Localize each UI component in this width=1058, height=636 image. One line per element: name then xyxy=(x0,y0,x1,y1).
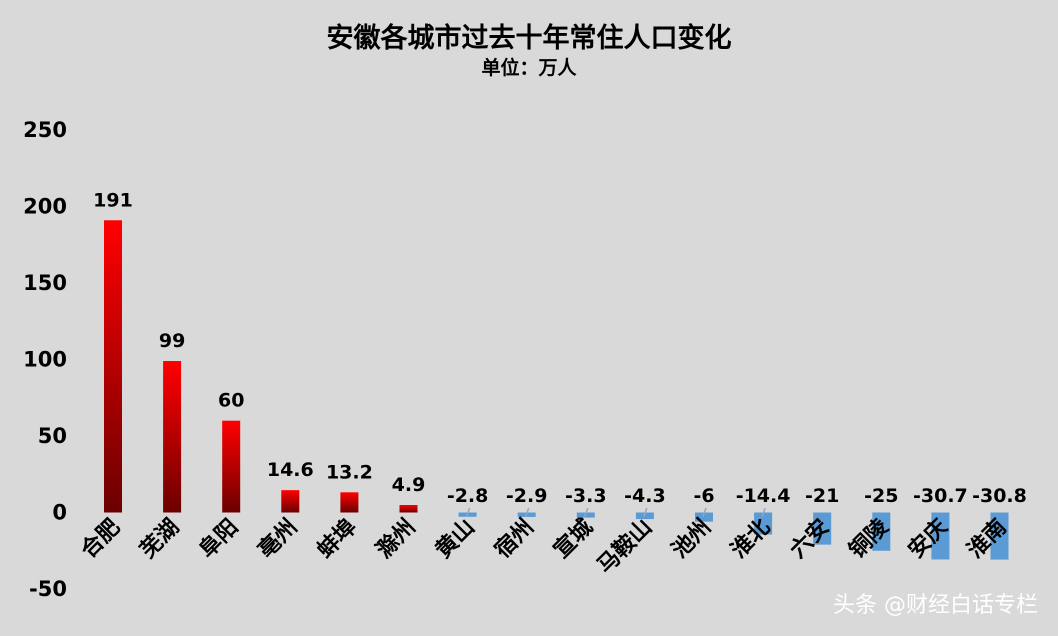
data-label: 13.2 xyxy=(326,461,373,483)
data-label: -14.4 xyxy=(736,485,791,507)
leader-lines xyxy=(465,507,766,517)
bar xyxy=(222,420,241,513)
bar xyxy=(813,512,832,545)
data-label: -21 xyxy=(805,485,839,507)
x-category-label: 芜湖 xyxy=(136,515,185,564)
leader-line xyxy=(465,507,471,517)
x-category-label: 宣城 xyxy=(549,514,599,564)
data-label: -2.8 xyxy=(447,485,489,507)
y-tick-label: -50 xyxy=(29,577,67,601)
y-tick-label: 200 xyxy=(23,195,67,219)
x-category-label: 阜阳 xyxy=(194,514,244,564)
bar xyxy=(931,512,950,560)
data-label: 99 xyxy=(159,330,185,352)
x-category-label: 合肥 xyxy=(76,514,126,564)
data-label: -30.7 xyxy=(913,485,968,507)
data-label: 191 xyxy=(93,189,133,211)
leader-line xyxy=(584,507,589,517)
chart-subtitle: 单位：万人 xyxy=(481,56,577,79)
x-category-label: 滁州 xyxy=(371,514,421,564)
leader-line xyxy=(702,507,707,517)
data-label: 14.6 xyxy=(267,459,314,481)
x-category-label: 蚌埠 xyxy=(312,514,362,564)
bar xyxy=(399,505,418,513)
bar xyxy=(990,512,1009,560)
data-label: -4.3 xyxy=(624,485,666,507)
leader-line xyxy=(761,507,766,517)
x-category-label: 马鞍山 xyxy=(592,514,657,579)
data-label: -30.8 xyxy=(972,485,1027,507)
y-tick-label: 0 xyxy=(52,501,67,525)
leader-line xyxy=(643,507,648,517)
x-category-label: 宿州 xyxy=(489,514,539,564)
x-category-label: 亳州 xyxy=(253,514,303,564)
bar xyxy=(754,512,773,535)
data-label: 4.9 xyxy=(392,474,426,496)
y-tick-label: 50 xyxy=(38,424,67,448)
y-tick-label: 150 xyxy=(23,271,67,295)
bar xyxy=(695,512,713,522)
leader-line xyxy=(524,507,530,517)
data-label: -3.3 xyxy=(565,485,607,507)
bar xyxy=(872,512,891,551)
data-labels: 191 99 60 14.6 13.2 4.9 -2.8 -2.9 -3.3 -4.3 -6 -14.… xyxy=(93,189,1027,507)
y-tick-label: 250 xyxy=(23,118,67,142)
bar xyxy=(281,490,300,513)
bar xyxy=(104,220,122,513)
chart-title: 安徽各城市过去十年常住人口变化 xyxy=(327,22,732,54)
bar xyxy=(340,492,359,513)
y-axis-ticks: 250 200 150 100 50 0 -50 xyxy=(23,118,67,601)
data-label: -6 xyxy=(693,485,714,507)
x-category-label: 池州 xyxy=(667,515,716,564)
data-label: -2.9 xyxy=(506,485,548,507)
x-category-label: 黄山 xyxy=(431,515,480,564)
y-tick-label: 100 xyxy=(23,348,67,372)
bar xyxy=(163,361,182,513)
bar-group xyxy=(104,220,1009,560)
data-label: 60 xyxy=(218,390,244,412)
watermark-text: 头条 @财经白话专栏 xyxy=(833,593,1038,618)
data-label: -25 xyxy=(864,485,898,507)
